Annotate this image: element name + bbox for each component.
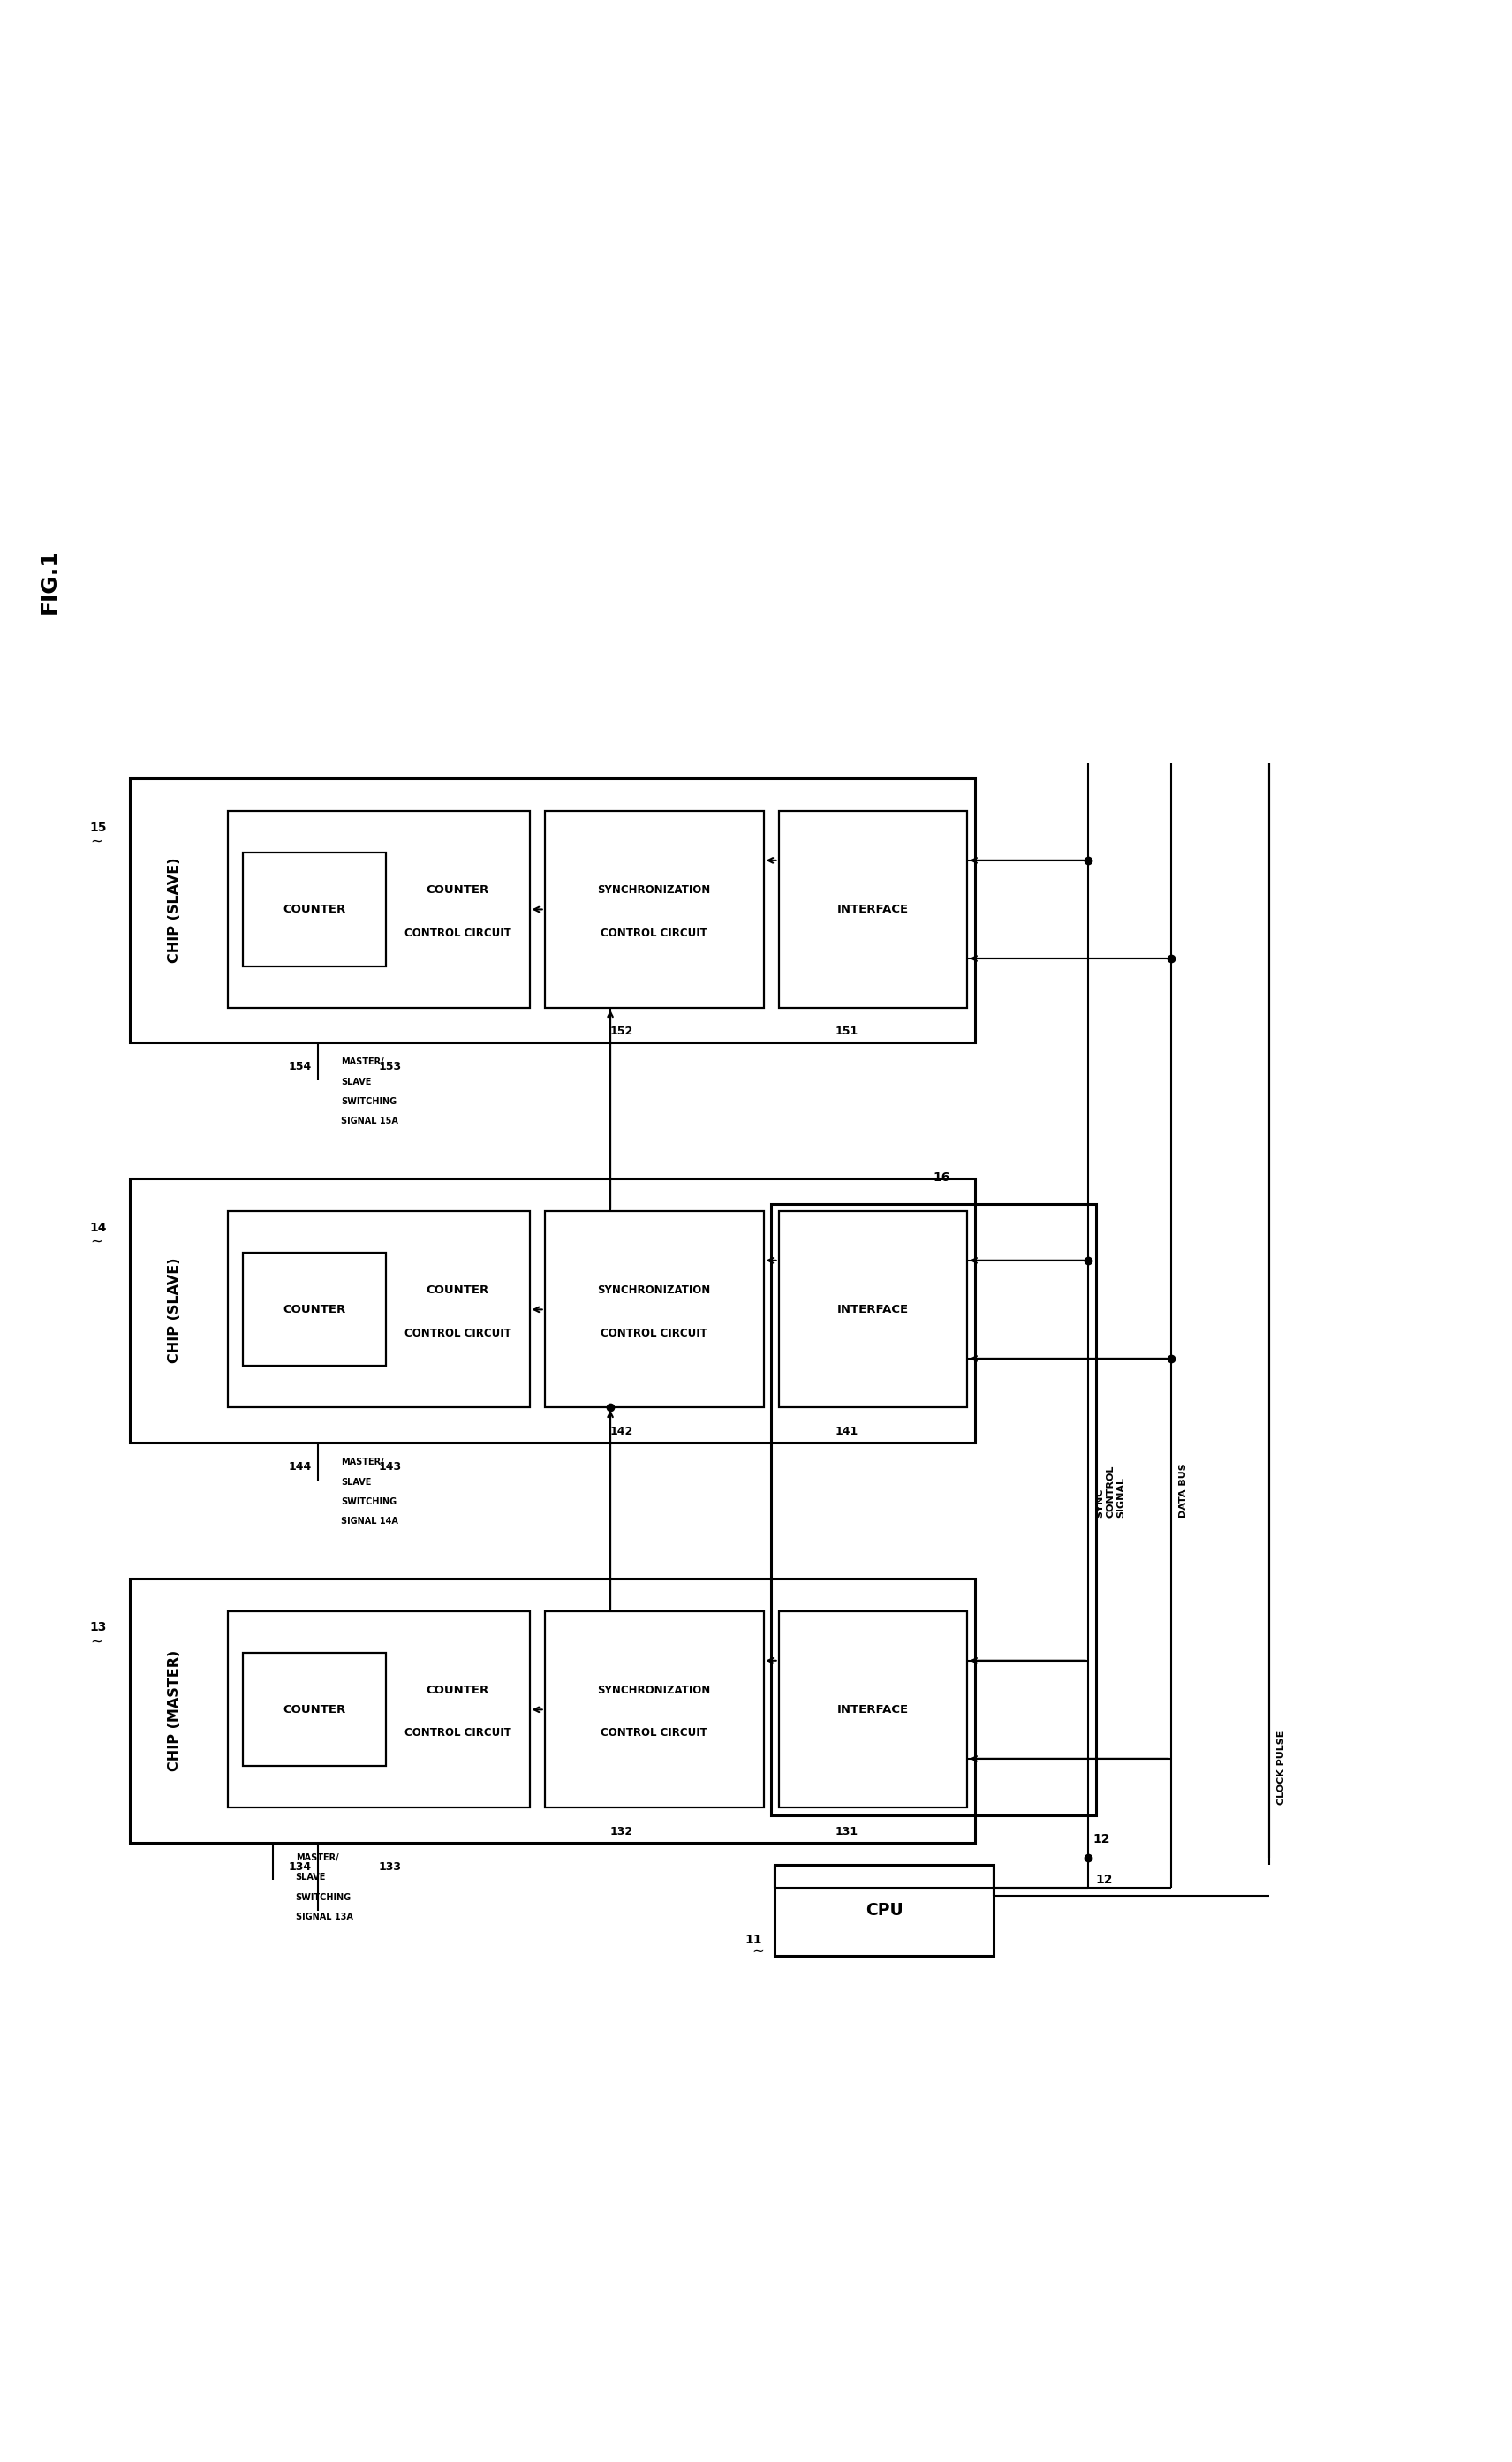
Text: CONTROL CIRCUIT: CONTROL CIRCUIT	[600, 1327, 708, 1339]
Text: CONTROL CIRCUIT: CONTROL CIRCUIT	[405, 1728, 511, 1738]
Text: 141: 141	[835, 1425, 859, 1438]
Text: COUNTER: COUNTER	[426, 1684, 490, 1696]
Text: 142: 142	[611, 1425, 634, 1438]
Text: INTERFACE: INTERFACE	[838, 1305, 909, 1315]
Text: 11: 11	[745, 1935, 762, 1947]
Text: MASTER/: MASTER/	[295, 1854, 339, 1861]
Bar	[243, 1253, 386, 1366]
Text: 13: 13	[89, 1622, 107, 1635]
Text: 154: 154	[289, 1061, 311, 1071]
Bar	[130, 1179, 975, 1443]
Text: INTERFACE: INTERFACE	[838, 904, 909, 916]
Text: 143: 143	[378, 1460, 402, 1472]
Text: SYNCHRONIZATION: SYNCHRONIZATION	[597, 1684, 711, 1696]
Bar	[779, 1211, 968, 1408]
Bar	[130, 1578, 975, 1842]
Text: CONTROL CIRCUIT: CONTROL CIRCUIT	[600, 928, 708, 938]
Text: COUNTER: COUNTER	[283, 1704, 346, 1716]
Text: SLAVE: SLAVE	[340, 1078, 372, 1086]
Text: 133: 133	[378, 1861, 402, 1871]
Text: DATA BUS: DATA BUS	[1179, 1462, 1187, 1519]
Bar	[228, 812, 529, 1007]
Text: CONTROL CIRCUIT: CONTROL CIRCUIT	[600, 1728, 708, 1738]
Text: COUNTER: COUNTER	[426, 1285, 490, 1295]
Text: 131: 131	[835, 1827, 859, 1837]
Text: SWITCHING: SWITCHING	[340, 1497, 396, 1507]
Text: 144: 144	[289, 1460, 311, 1472]
Text: SWITCHING: SWITCHING	[340, 1098, 396, 1105]
Text: FIG.1: FIG.1	[39, 549, 60, 616]
Text: COUNTER: COUNTER	[283, 1305, 346, 1315]
Bar	[228, 1211, 529, 1408]
Bar	[544, 1211, 764, 1408]
Text: ~: ~	[91, 1635, 103, 1650]
Text: SYNCHRONIZATION: SYNCHRONIZATION	[597, 1285, 711, 1295]
Bar	[774, 1866, 993, 1955]
Text: 16: 16	[933, 1172, 951, 1184]
Text: SIGNAL 14A: SIGNAL 14A	[340, 1517, 398, 1526]
Text: 12: 12	[1096, 1874, 1113, 1886]
Text: 15: 15	[89, 822, 107, 835]
Text: 132: 132	[611, 1827, 634, 1837]
Bar	[779, 812, 968, 1007]
Bar	[771, 1204, 1096, 1814]
Text: MASTER/: MASTER/	[340, 1458, 384, 1467]
Text: SYNCHRONIZATION: SYNCHRONIZATION	[597, 884, 711, 896]
Text: CPU: CPU	[865, 1903, 903, 1918]
Bar	[544, 812, 764, 1007]
Text: 153: 153	[378, 1061, 402, 1071]
Text: SYNC
CONTROL
SIGNAL: SYNC CONTROL SIGNAL	[1096, 1465, 1125, 1519]
Text: ~: ~	[91, 1233, 103, 1251]
Text: 152: 152	[611, 1027, 634, 1037]
Text: SWITCHING: SWITCHING	[295, 1893, 351, 1901]
Text: 12: 12	[1093, 1832, 1110, 1844]
Text: CHIP (SLAVE): CHIP (SLAVE)	[168, 1258, 181, 1364]
Bar	[779, 1613, 968, 1807]
Text: ~: ~	[91, 835, 103, 849]
Text: SIGNAL 15A: SIGNAL 15A	[340, 1118, 398, 1125]
Text: ~: ~	[753, 1943, 765, 1960]
Text: INTERFACE: INTERFACE	[838, 1704, 909, 1716]
Text: COUNTER: COUNTER	[426, 884, 490, 896]
Text: 151: 151	[835, 1027, 859, 1037]
Bar	[544, 1613, 764, 1807]
Text: 14: 14	[89, 1221, 107, 1233]
Bar	[243, 852, 386, 965]
Text: CONTROL CIRCUIT: CONTROL CIRCUIT	[405, 1327, 511, 1339]
Text: COUNTER: COUNTER	[283, 904, 346, 916]
Bar	[243, 1652, 386, 1765]
Text: SLAVE: SLAVE	[295, 1874, 327, 1881]
Text: SLAVE: SLAVE	[340, 1477, 372, 1487]
Text: 134: 134	[289, 1861, 311, 1871]
Text: CHIP (MASTER): CHIP (MASTER)	[168, 1650, 181, 1770]
Text: SIGNAL 13A: SIGNAL 13A	[295, 1913, 352, 1920]
Text: CLOCK PULSE: CLOCK PULSE	[1276, 1731, 1285, 1805]
Text: CONTROL CIRCUIT: CONTROL CIRCUIT	[405, 928, 511, 938]
Text: CHIP (SLAVE): CHIP (SLAVE)	[168, 857, 181, 963]
Bar	[130, 778, 975, 1041]
Text: MASTER/: MASTER/	[340, 1059, 384, 1066]
Bar	[228, 1613, 529, 1807]
